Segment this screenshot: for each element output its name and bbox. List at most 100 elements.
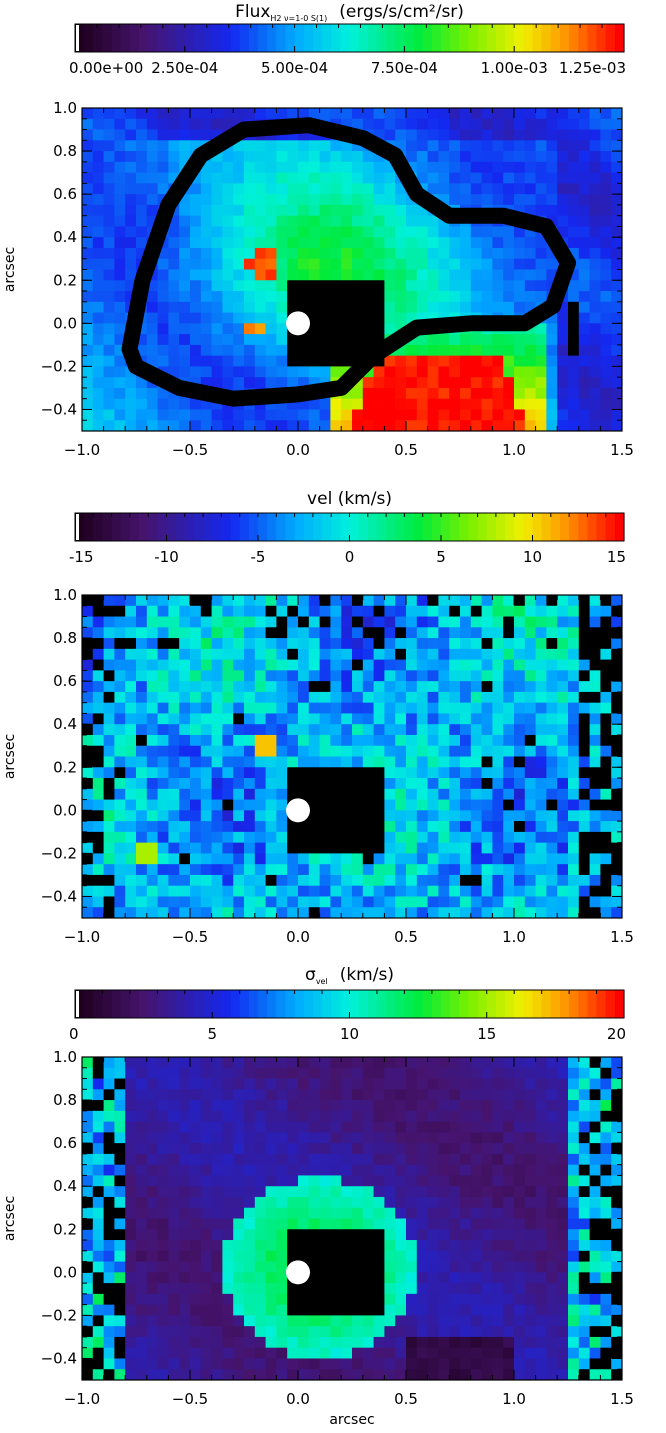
heatmap-cell [514,280,526,292]
heatmap-cell [373,1358,385,1370]
heatmap-cell [222,377,234,389]
heatmap-cell [244,204,256,217]
heatmap-cell [179,1283,191,1295]
heatmap-cell [557,334,569,346]
heatmap-cell [600,756,612,768]
heatmap-cell [427,681,439,693]
heatmap-cell [503,409,515,421]
heatmap-cell [244,1089,256,1101]
heatmap-cell [384,1143,396,1155]
heatmap-cell [222,237,234,249]
heatmap-cell [168,1347,180,1359]
heatmap-cell [503,1326,515,1338]
heatmap-cell [524,745,536,757]
heatmap-cell [373,420,385,432]
heatmap-cell [362,258,374,270]
heatmap-cell [589,312,601,324]
heatmap-cell [362,108,374,120]
heatmap-cell [146,853,158,865]
heatmap-cell [168,172,180,184]
heatmap-cell [298,204,310,217]
heatmap-cell [427,1369,439,1381]
heatmap-cell [470,595,482,607]
heatmap-cell [82,269,94,281]
colorbar-swatch [596,24,607,52]
heatmap-cell [373,108,385,120]
heatmap-cell [190,1196,202,1209]
heatmap-cell [470,1250,482,1262]
heatmap-cell [330,1304,342,1316]
heatmap-cell [233,691,245,704]
heatmap-cell [449,1336,461,1349]
heatmap-cell [514,734,526,747]
heatmap-cell [298,226,310,238]
heatmap-cell [481,1089,493,1101]
heatmap-cell [524,409,536,421]
heatmap-cell [406,301,418,313]
colorbar-swatch [75,990,85,1018]
heatmap-cell [233,323,245,335]
heatmap-cell [438,1110,450,1122]
heatmap-cell [416,1250,428,1262]
heatmap-cell [341,648,353,660]
heatmap-cell [535,247,547,260]
colorbar-swatch [129,24,140,52]
heatmap-cell [470,842,482,854]
colorbar-swatch [294,513,305,541]
heatmap-cell [352,648,364,660]
heatmap-cell [611,842,623,854]
heatmap-cell [524,140,536,152]
heatmap-cell [287,377,299,389]
heatmap-cell [449,788,461,800]
colorbar-swatch [596,990,607,1018]
heatmap-cell [276,1067,288,1079]
heatmap-cell [449,226,461,238]
heatmap-cell [103,140,115,152]
heatmap-cell [125,387,137,400]
heatmap-cell [308,734,320,747]
heatmap-cell [276,301,288,313]
heatmap-cell [244,377,256,389]
heatmap-cell [211,226,223,238]
heatmap-cell [103,377,115,389]
heatmap-cell [233,1143,245,1155]
heatmap-cell [449,1315,461,1327]
heatmap-cell [352,183,364,195]
heatmap-cell [233,702,245,714]
heatmap-cell [276,1315,288,1327]
colorbar-swatch [294,24,305,52]
heatmap-cell [136,874,148,887]
heatmap-cell [384,605,396,617]
colorbar-swatch [75,24,85,52]
heatmap-cell [373,129,385,141]
heatmap-cell [546,355,558,367]
heatmap-cell [481,638,493,650]
heatmap-cell [146,778,158,790]
heatmap-cell [589,258,601,270]
heatmap-cell [233,638,245,650]
heatmap-cell [146,648,158,660]
heatmap-cell [179,1293,191,1306]
heatmap-cell [146,864,158,876]
heatmap-cell [373,1347,385,1359]
heatmap-cell [362,301,374,313]
heatmap-cell [298,1315,310,1327]
heatmap-cell [136,896,148,908]
heatmap-cell [406,355,418,367]
heatmap-cell [438,1067,450,1079]
heatmap-cell [384,1196,396,1209]
heatmap-cell [416,724,428,736]
heatmap-cell [200,1207,212,1219]
heatmap-cell [92,1143,104,1155]
heatmap-cell [362,1121,374,1133]
heatmap-cell [341,1153,353,1166]
heatmap-cell [330,344,342,357]
heatmap-cell [535,1218,547,1230]
y-tick-label: 0.2 [53,758,77,776]
heatmap-cell [319,745,331,757]
heatmap-cell [492,670,504,682]
heatmap-cell [535,702,547,714]
heatmap-cell [514,1143,526,1155]
heatmap-cell [319,831,331,844]
